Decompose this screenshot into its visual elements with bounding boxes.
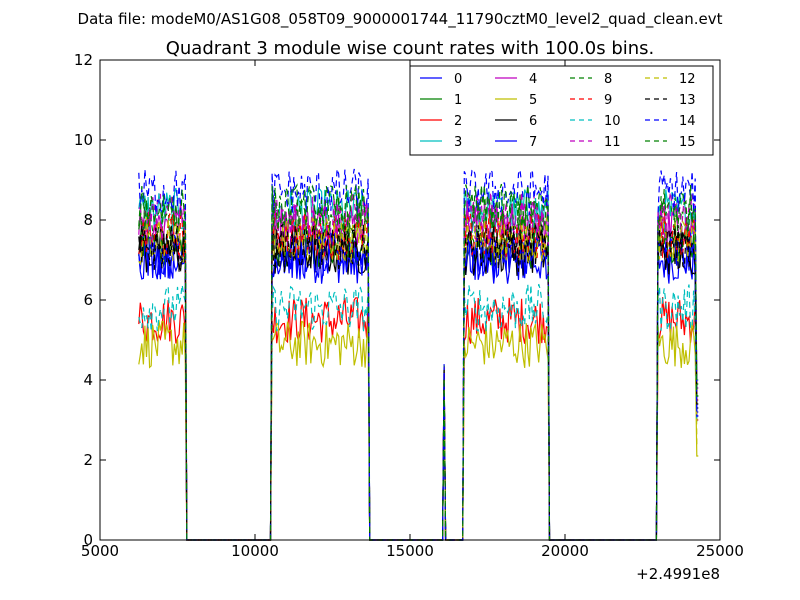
- legend-label-9: 9: [604, 93, 612, 108]
- series-line-3: [138, 187, 699, 541]
- legend-box: [409, 65, 714, 156]
- legend-label-14: 14: [679, 114, 696, 129]
- legend-label-6: 6: [529, 114, 537, 129]
- series-lines: [138, 168, 699, 541]
- x-tick-label: 25000: [696, 542, 744, 560]
- legend-label-5: 5: [529, 93, 537, 108]
- y-tick-label: 12: [74, 51, 93, 69]
- y-tick-label: 4: [83, 371, 93, 389]
- series-line-1: [138, 219, 699, 541]
- x-tick-label: 5000: [81, 542, 119, 560]
- series-line-6: [138, 228, 699, 541]
- y-tick-label: 8: [83, 211, 93, 229]
- series-line-2: [138, 297, 699, 541]
- y-tick-label: 6: [83, 291, 93, 309]
- y-tick-label: 2: [83, 451, 93, 469]
- series-line-12: [138, 215, 699, 541]
- legend-label-7: 7: [529, 135, 537, 150]
- x-tick-label: 10000: [231, 542, 279, 560]
- chart-title: Quadrant 3 module wise count rates with …: [166, 38, 655, 59]
- legend-label-0: 0: [454, 72, 462, 87]
- series-line-7: [138, 230, 699, 541]
- legend-label-8: 8: [604, 72, 612, 87]
- x-tick-label: 20000: [541, 542, 589, 560]
- legend-label-3: 3: [454, 135, 462, 150]
- figure-suptitle: Data file: modeM0/AS1G08_058T09_90000017…: [78, 10, 723, 29]
- legend-label-2: 2: [454, 114, 462, 129]
- legend-label-13: 13: [679, 93, 696, 108]
- series-line-0: [138, 236, 699, 541]
- series-line-10: [138, 283, 699, 541]
- series-line-9: [138, 212, 699, 541]
- series-line-14: [138, 168, 699, 541]
- x-tick-label: 15000: [386, 542, 434, 560]
- legend-label-15: 15: [679, 135, 696, 150]
- legend-label-1: 1: [454, 93, 462, 108]
- series-line-8: [138, 193, 699, 541]
- x-offset-label: +2.4991e8: [636, 565, 720, 583]
- series-line-5: [138, 320, 699, 541]
- legend-label-12: 12: [679, 72, 696, 87]
- series-line-15: [138, 183, 699, 541]
- series-line-13: [138, 223, 699, 541]
- legend-label-10: 10: [604, 114, 621, 129]
- legend-label-11: 11: [604, 135, 621, 150]
- y-tick-label: 10: [74, 131, 93, 149]
- legend-label-4: 4: [529, 72, 537, 87]
- series-line-4: [138, 201, 699, 541]
- series-line-11: [138, 192, 699, 541]
- y-tick-label: 0: [83, 531, 93, 549]
